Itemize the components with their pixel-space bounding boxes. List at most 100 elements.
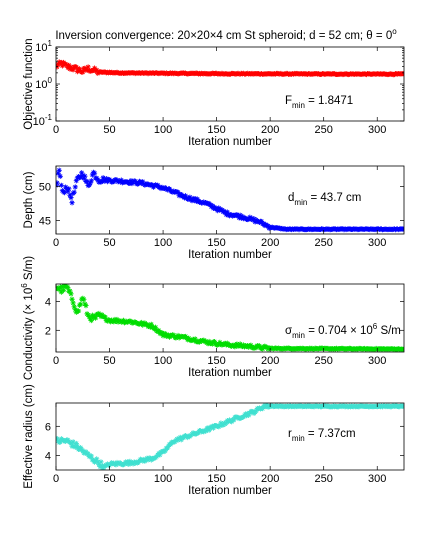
data-point xyxy=(57,284,63,290)
x-tick-label: 0 xyxy=(53,124,59,136)
data-point xyxy=(186,196,192,202)
data-point xyxy=(69,443,75,449)
data-point xyxy=(72,444,78,450)
data-point xyxy=(78,301,84,307)
x-tick-label: 0 xyxy=(53,237,59,249)
data-point xyxy=(240,342,246,348)
y-label-text: Conductivity (× 10 xyxy=(23,288,35,380)
data-point xyxy=(74,69,81,75)
data-point xyxy=(87,180,93,186)
data-point xyxy=(89,312,96,318)
data-point xyxy=(175,437,181,443)
data-point xyxy=(86,182,92,188)
data-point xyxy=(146,322,152,328)
data-point xyxy=(102,314,108,320)
x-tick-label: 0 xyxy=(53,355,59,367)
data-point xyxy=(130,461,136,467)
data-point xyxy=(80,69,86,75)
data-point xyxy=(217,423,223,429)
data-point xyxy=(59,284,66,290)
data-point xyxy=(91,313,98,319)
data-point xyxy=(85,64,91,70)
data-point xyxy=(175,189,181,195)
data-point xyxy=(218,420,224,426)
data-point xyxy=(264,403,270,408)
data-point xyxy=(83,302,89,309)
data-point xyxy=(68,64,74,70)
data-point xyxy=(56,180,60,186)
data-point xyxy=(192,336,198,342)
x-tick-label: 200 xyxy=(261,124,279,136)
data-point xyxy=(83,449,89,455)
x-tick-label: 100 xyxy=(154,237,172,249)
data-point xyxy=(205,425,211,431)
x-tick-label: 150 xyxy=(207,355,225,367)
data-point xyxy=(253,408,259,414)
data-point xyxy=(220,422,226,428)
data-point xyxy=(113,318,119,324)
data-point xyxy=(61,190,68,196)
data-point xyxy=(58,289,64,295)
data-point xyxy=(68,440,74,447)
data-point xyxy=(128,178,134,184)
data-point xyxy=(98,459,104,465)
data-point xyxy=(96,461,102,467)
data-point xyxy=(209,203,215,209)
data-point xyxy=(56,286,62,292)
annotation-sub: min xyxy=(292,434,305,443)
series-objective xyxy=(56,59,404,78)
data-point xyxy=(70,439,76,445)
x-tick-label: 200 xyxy=(261,473,279,485)
data-point xyxy=(203,428,209,434)
x-axis-label: Iteration number xyxy=(188,367,272,379)
x-tick-label: 200 xyxy=(261,355,279,367)
data-point xyxy=(195,430,202,436)
data-point xyxy=(246,412,252,418)
data-point xyxy=(135,181,142,187)
data-point xyxy=(91,170,98,176)
y-label-text: Effective radius (cm) xyxy=(23,384,35,489)
data-point xyxy=(100,466,106,470)
data-point xyxy=(145,457,151,463)
data-point xyxy=(65,284,71,291)
data-point xyxy=(56,436,60,442)
annotation-sub: min xyxy=(292,331,305,340)
annotation-conductivity: σmin = 0.704 × 106 S/m xyxy=(285,322,401,340)
data-point xyxy=(155,182,161,188)
data-point xyxy=(60,287,67,293)
data-point xyxy=(84,66,90,73)
data-point xyxy=(66,62,72,68)
data-point xyxy=(215,208,221,214)
y-tick-label: 100 xyxy=(35,76,52,91)
x-tick-label: 200 xyxy=(261,237,279,249)
data-point xyxy=(88,178,94,184)
x-tick-label: 50 xyxy=(103,473,115,485)
data-point xyxy=(245,410,251,417)
data-point xyxy=(239,213,245,220)
data-point xyxy=(67,192,73,198)
x-tick-label: 300 xyxy=(368,473,386,485)
x-tick-label: 250 xyxy=(315,355,333,367)
x-axis-label: Iteration number xyxy=(188,485,272,497)
y-tick-label: 10-1 xyxy=(33,113,53,128)
data-point xyxy=(258,218,265,225)
data-point xyxy=(211,339,218,345)
data-point xyxy=(132,178,138,184)
data-point xyxy=(210,425,217,431)
x-tick-label: 50 xyxy=(103,355,115,367)
series-depth xyxy=(56,167,404,233)
data-point xyxy=(71,304,77,310)
data-point xyxy=(261,220,267,227)
data-point xyxy=(67,288,73,294)
data-point xyxy=(209,423,215,429)
data-point xyxy=(114,316,120,323)
data-point xyxy=(234,341,240,347)
data-point xyxy=(135,459,142,465)
data-point xyxy=(144,322,150,328)
data-point xyxy=(81,296,87,302)
data-point xyxy=(232,344,238,350)
x-tick-label: 300 xyxy=(368,237,386,249)
data-point xyxy=(139,319,145,326)
data-point xyxy=(162,448,168,454)
